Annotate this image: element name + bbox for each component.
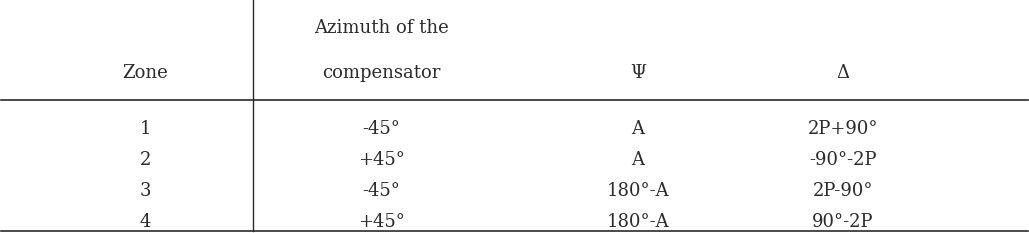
Text: 2: 2 <box>139 151 150 169</box>
Text: A: A <box>631 120 644 137</box>
Text: A: A <box>631 151 644 169</box>
Text: -45°: -45° <box>362 120 400 137</box>
Text: 4: 4 <box>139 213 150 231</box>
Text: compensator: compensator <box>322 64 440 82</box>
Text: 180°-A: 180°-A <box>606 182 669 200</box>
Text: -90°-2P: -90°-2P <box>809 151 877 169</box>
Text: 90°-2P: 90°-2P <box>812 213 874 231</box>
Text: Ψ: Ψ <box>630 64 645 82</box>
Text: +45°: +45° <box>358 151 404 169</box>
Text: 2P+90°: 2P+90° <box>808 120 878 137</box>
Text: 2P-90°: 2P-90° <box>813 182 874 200</box>
Text: Zone: Zone <box>122 64 168 82</box>
Text: +45°: +45° <box>358 213 404 231</box>
Text: 3: 3 <box>139 182 151 200</box>
Text: 180°-A: 180°-A <box>606 213 669 231</box>
Text: Azimuth of the: Azimuth of the <box>314 19 449 37</box>
Text: 1: 1 <box>139 120 151 137</box>
Text: -45°: -45° <box>362 182 400 200</box>
Text: Δ: Δ <box>837 64 849 82</box>
